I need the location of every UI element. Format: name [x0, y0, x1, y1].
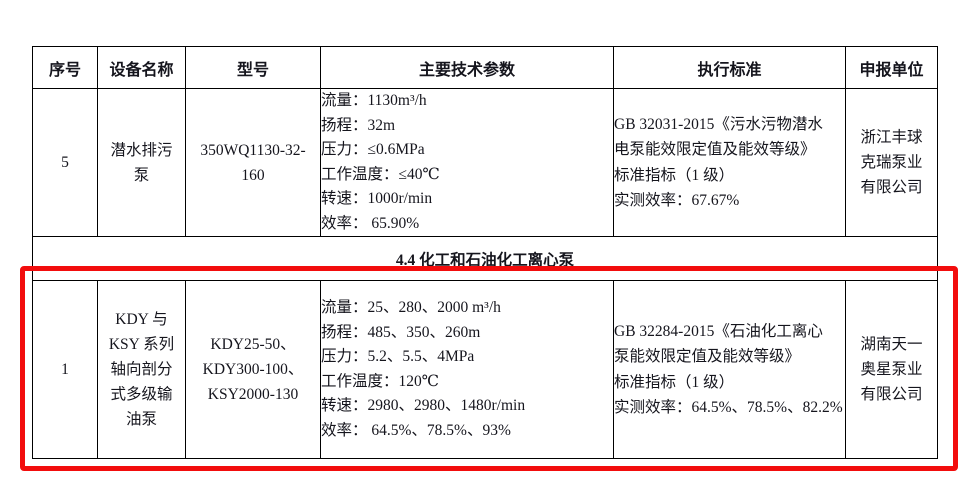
section-title: 4.4 化工和石油化工离心泵 [32, 236, 938, 281]
cell-standard: GB 32031-2015《污水污物潜水 电泵能效限定值及能效等级》 标准指标（… [613, 88, 846, 237]
header-model: 型号 [185, 46, 321, 89]
header-index: 序号 [32, 46, 98, 89]
cell-tech-params: 流量：1130m³/h 扬程：32m 压力：≤0.6MPa 工作温度：≤40℃ … [320, 88, 614, 237]
cell-index: 5 [32, 88, 98, 237]
cell-index: 1 [32, 280, 98, 459]
section-header-row: 4.4 化工和石油化工离心泵 [32, 236, 938, 281]
cell-tech-params: 流量：25、280、2000 m³/h 扬程：485、350、260m 压力：5… [320, 280, 614, 459]
cell-equipment-name: 潜水排污 泵 [97, 88, 186, 237]
table-row-pump-5: 5 潜水排污 泵 350WQ1130-32- 160 流量：1130m³/h 扬… [32, 88, 938, 237]
header-company: 申报单位 [845, 46, 938, 89]
header-tech-params: 主要技术参数 [320, 46, 614, 89]
cell-model: 350WQ1130-32- 160 [185, 88, 321, 237]
table-row-pump-1: 1 KDY 与 KSY 系列 轴向剖分 式多级输 油泵 KDY25-50、 KD… [32, 280, 938, 459]
cell-equipment-name: KDY 与 KSY 系列 轴向剖分 式多级输 油泵 [97, 280, 186, 459]
table-header-row: 序号 设备名称 型号 主要技术参数 执行标准 申报单位 [32, 46, 938, 89]
cell-standard: GB 32284-2015《石油化工离心 泵能效限定值及能效等级》 标准指标（1… [613, 280, 846, 459]
cell-company: 浙江丰球 克瑞泵业 有限公司 [845, 88, 938, 237]
cell-model: KDY25-50、 KDY300-100、 KSY2000-130 [185, 280, 321, 459]
cell-company: 湖南天一 奥星泵业 有限公司 [845, 280, 938, 459]
header-equipment-name: 设备名称 [97, 46, 186, 89]
equipment-table: 序号 设备名称 型号 主要技术参数 执行标准 申报单位 5 潜水排污 泵 350… [32, 46, 938, 459]
header-standard: 执行标准 [613, 46, 846, 89]
